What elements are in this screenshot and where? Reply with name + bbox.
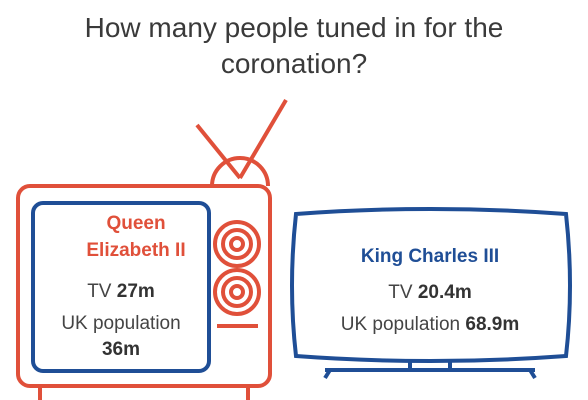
tv-label: TV: [87, 281, 112, 302]
tv-value: 27m: [117, 281, 155, 302]
tv-value: 20.4m: [418, 282, 472, 303]
monarch-name: King Charles III: [361, 246, 499, 267]
population-value: 68.9m: [465, 314, 519, 335]
population-label: UK population: [61, 313, 180, 334]
title-box: How many people tuned in for the coronat…: [84, 12, 504, 79]
tv-label: TV: [388, 282, 413, 303]
population-line: UK population 68.9m: [341, 314, 520, 335]
name-box: Queen Elizabeth II: [86, 213, 186, 261]
population-label: UK population: [341, 314, 460, 335]
tv-line: TV 20.4m: [388, 282, 471, 303]
old-tv: [16, 98, 288, 400]
monarch-name: Queen Elizabeth II: [86, 213, 186, 261]
modern-tv: [290, 207, 572, 380]
old-tv-screen: [31, 201, 211, 373]
population-value: 36m: [102, 339, 140, 360]
title: How many people tuned in for the coronat…: [84, 12, 504, 79]
tv-line: TV 27m: [87, 281, 155, 302]
